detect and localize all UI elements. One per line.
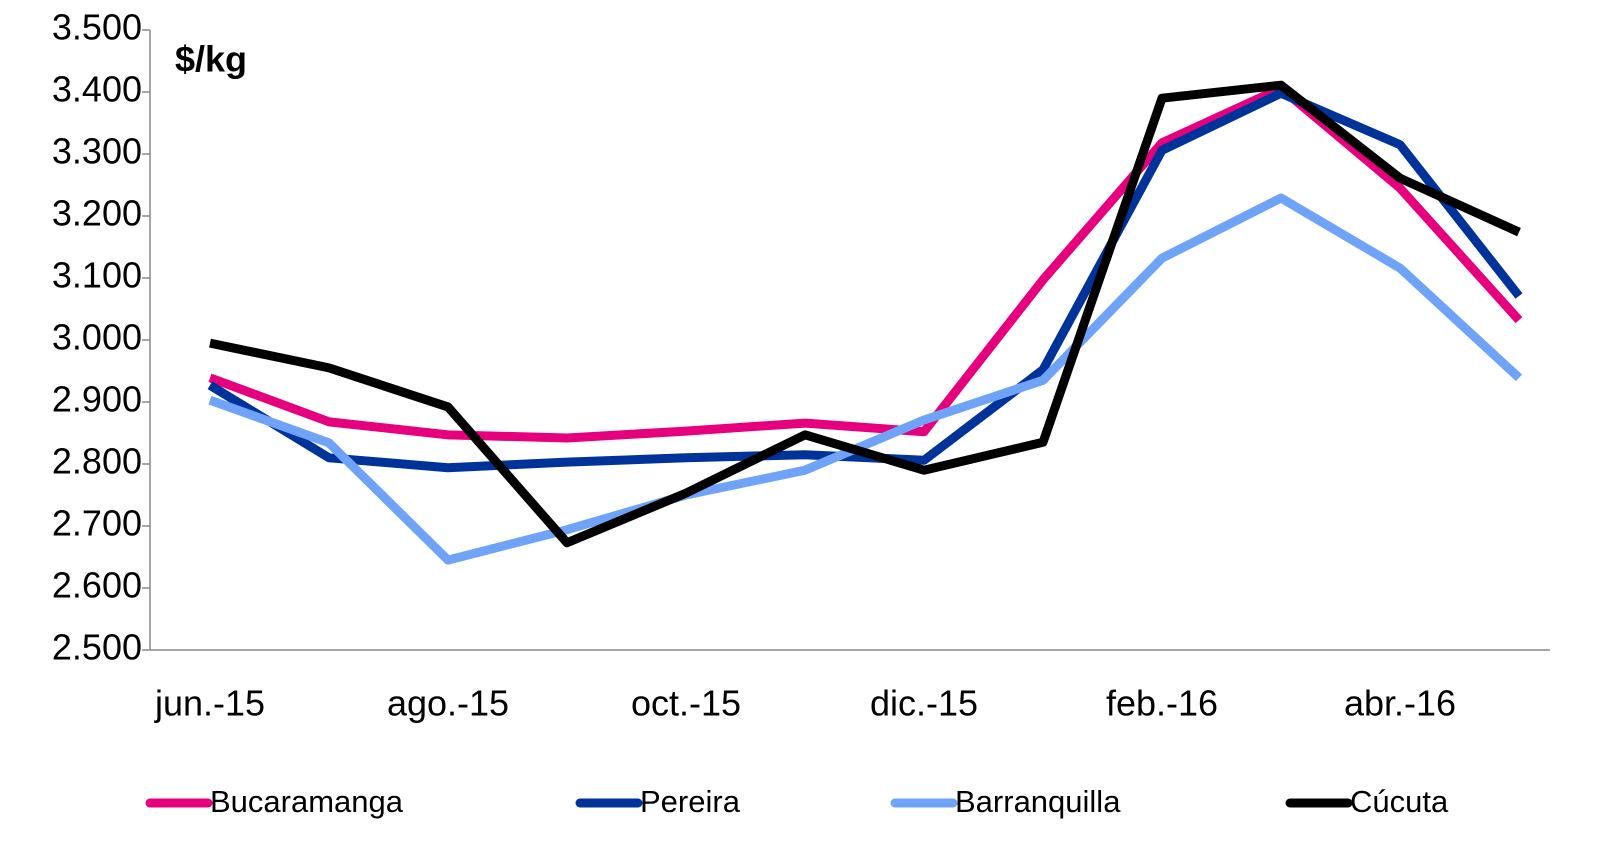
x-tick-label: jun.-15 bbox=[154, 683, 265, 724]
legend-label: Cúcuta bbox=[1350, 784, 1449, 819]
y-tick-label: 3.200 bbox=[52, 193, 142, 234]
series-line bbox=[207, 88, 1523, 473]
y-tick-label: 2.700 bbox=[52, 503, 142, 544]
series-line bbox=[209, 80, 1521, 548]
x-tick-label: feb.-16 bbox=[1106, 683, 1218, 724]
x-tick-label: abr.-16 bbox=[1344, 683, 1456, 724]
y-tick-label: 3.500 bbox=[52, 7, 142, 48]
y-tick-label: 3.100 bbox=[52, 255, 142, 296]
y-tick-label: 2.500 bbox=[52, 627, 142, 668]
y-tick-label: 3.300 bbox=[52, 131, 142, 172]
series-line bbox=[208, 83, 1523, 443]
legend-label: Bucaramanga bbox=[210, 784, 404, 819]
y-tick-label: 2.900 bbox=[52, 379, 142, 420]
x-tick-label: ago.-15 bbox=[387, 683, 509, 724]
y-tick-label: 3.000 bbox=[52, 317, 142, 358]
y-tick-label: 2.600 bbox=[52, 565, 142, 606]
legend-label: Barranquilla bbox=[955, 784, 1121, 819]
x-tick-label: oct.-15 bbox=[631, 683, 741, 724]
series-line bbox=[208, 193, 1523, 565]
y-tick-label: 2.800 bbox=[52, 441, 142, 482]
chart-title: $/kg bbox=[175, 39, 247, 80]
y-tick-label: 3.400 bbox=[52, 69, 142, 110]
legend-label: Pereira bbox=[640, 784, 741, 819]
x-tick-label: dic.-15 bbox=[870, 683, 978, 724]
